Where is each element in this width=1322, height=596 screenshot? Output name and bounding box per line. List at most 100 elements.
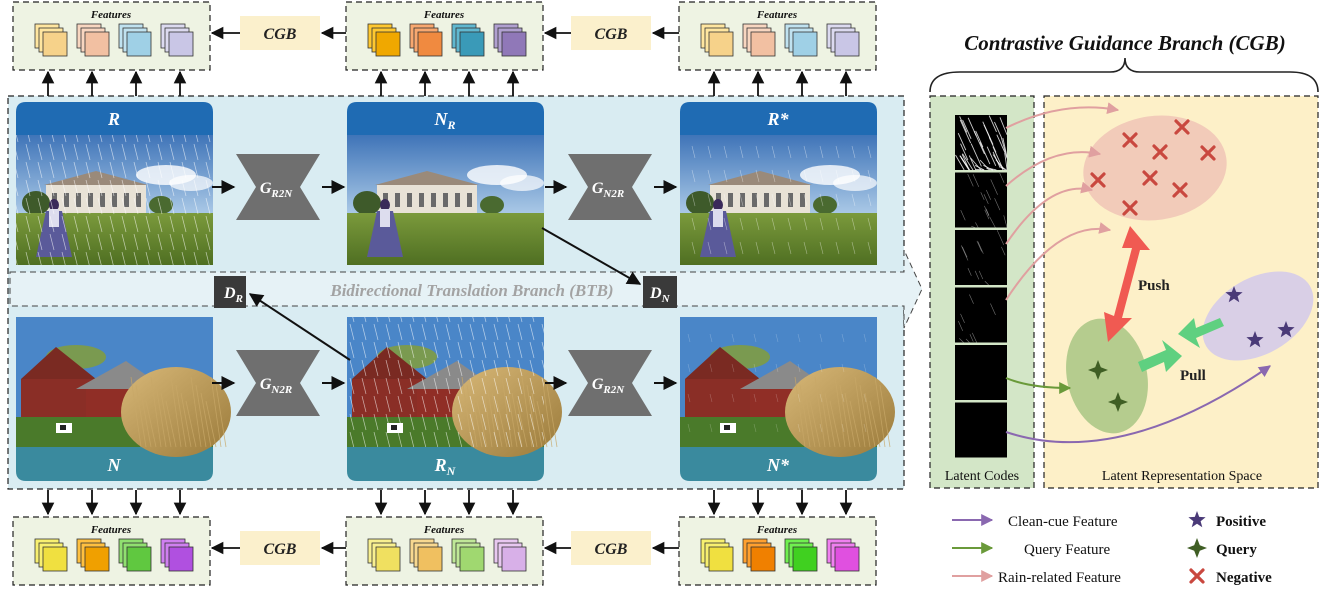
feature-group: Features: [12, 1, 211, 71]
push-label: Push: [1138, 278, 1170, 294]
card-title: R: [107, 109, 120, 129]
feature-map-stack: [160, 23, 194, 57]
feature-group: Features: [678, 1, 877, 71]
feature-map-stack: [160, 538, 194, 572]
card-title: N: [107, 455, 122, 475]
generator-n2r: GN2R: [568, 154, 652, 220]
image-card-nr: NR: [347, 102, 544, 265]
latent-code-tile: [955, 172, 1008, 228]
latent-codes-label: Latent Codes: [945, 469, 1019, 484]
legend-positive-icon: [1188, 511, 1206, 528]
svg-text:GR2N: GR2N: [260, 180, 293, 200]
feature-map-stack: [826, 538, 860, 572]
nr-to-dn-arrow: [541, 227, 642, 285]
legend-negative-icon: [1189, 568, 1205, 584]
feature-map-stack: [34, 538, 68, 572]
image-card-rstar: R*: [680, 102, 877, 265]
scene-image: [680, 135, 877, 265]
feature-map-stack: [367, 23, 401, 57]
latent-code-tiles: [955, 115, 1008, 458]
feature-map-stack: [742, 538, 776, 572]
generator-r2n: GR2N: [568, 350, 652, 416]
feature-group: Features: [12, 516, 211, 586]
scene-image: [680, 317, 895, 457]
negative-cross: [1142, 170, 1158, 186]
negative-cross: [1172, 182, 1188, 198]
query-star: [1088, 360, 1108, 380]
negative-cross: [1152, 144, 1168, 160]
rain-feature-arrow: [1005, 181, 1094, 245]
push-arrow: [1104, 226, 1150, 342]
feature-group: Features: [678, 516, 877, 586]
feature-map-stack: [742, 23, 776, 57]
image-card-nstar: N*: [680, 317, 895, 481]
card-title: N*: [766, 455, 790, 475]
features-label: Features: [756, 524, 797, 536]
generator-n2r: GN2R: [236, 350, 320, 416]
latent-code-tile: [955, 230, 1007, 286]
legend: Clean-cue Feature Query Feature Rain-rel…: [952, 511, 1272, 586]
scene-image: [16, 317, 231, 457]
legend-query-feature-label: Query Feature: [1024, 542, 1111, 558]
negative-markers: [1090, 119, 1216, 216]
positive-markers: [1225, 286, 1295, 348]
pull-arrows: [1138, 318, 1224, 372]
features-label: Features: [90, 9, 131, 21]
query-feature-arrow: [1005, 377, 1072, 394]
feature-map-stack: [451, 23, 485, 57]
query-cluster: [1066, 318, 1148, 434]
feature-group: Features: [345, 1, 544, 71]
positive-star: [1277, 321, 1295, 338]
feature-map-stack: [409, 538, 443, 572]
rain-feature-arrow: [1005, 145, 1102, 187]
features-label: Features: [423, 9, 464, 21]
btb-arrow-band: [9, 249, 923, 329]
image-card-n: N: [16, 317, 231, 481]
feature-map-stack: [493, 538, 527, 572]
scene-image: [16, 135, 213, 265]
svg-text:DN: DN: [649, 285, 671, 305]
cgb-box: CGB: [240, 16, 320, 50]
feature-map-stack: [76, 538, 110, 572]
legend-query-icon: [1187, 538, 1207, 558]
feature-map-stack: [409, 23, 443, 57]
feature-map-stack: [700, 23, 734, 57]
scene-image: [347, 317, 562, 457]
image-card-r: R: [16, 102, 213, 265]
legend-positive-label: Positive: [1216, 514, 1266, 530]
negative-cluster: [1083, 115, 1227, 221]
svg-text:GR2N: GR2N: [592, 376, 625, 396]
legend-negative-label: Negative: [1216, 570, 1272, 586]
image-cards: R NR R*N RN N*: [16, 102, 895, 481]
clean-cue-feature-arrow: [1005, 365, 1271, 444]
negative-cross: [1200, 145, 1216, 161]
feature-groups: Features Features Features Features Features…: [12, 1, 877, 586]
svg-text:DR: DR: [223, 285, 243, 305]
rain-feature-arrow: [1005, 222, 1112, 301]
cgb-box: CGB: [571, 531, 651, 565]
positive-star: [1246, 331, 1264, 348]
cgb-box-label: CGB: [595, 26, 628, 43]
feature-map-stack: [784, 23, 818, 57]
latent-code-tile: [955, 402, 1007, 458]
card-title: NR: [433, 109, 455, 132]
feature-map-stack: [34, 23, 68, 57]
card-header: [16, 102, 213, 135]
card-title: RN: [434, 455, 457, 478]
scene-image: [347, 135, 544, 265]
feature-map-stack: [784, 538, 818, 572]
cgb-box-label: CGB: [264, 26, 297, 43]
btb-label: Bidirectional Translation Branch (BTB): [329, 281, 613, 300]
generators: GR2N GN2R GN2R GR2N: [212, 154, 678, 416]
latent-code-tile: [955, 287, 1007, 343]
card-header: [347, 102, 544, 135]
feature-group: Features: [345, 516, 544, 586]
feature-map-stack: [118, 538, 152, 572]
positive-star: [1225, 286, 1243, 303]
rain-feature-arrow: [1005, 102, 1120, 129]
svg-text:GN2R: GN2R: [592, 180, 624, 200]
discriminator-dn: DN: [643, 276, 677, 308]
feature-map-stack: [76, 23, 110, 57]
image-card-rn: RN: [347, 317, 562, 481]
